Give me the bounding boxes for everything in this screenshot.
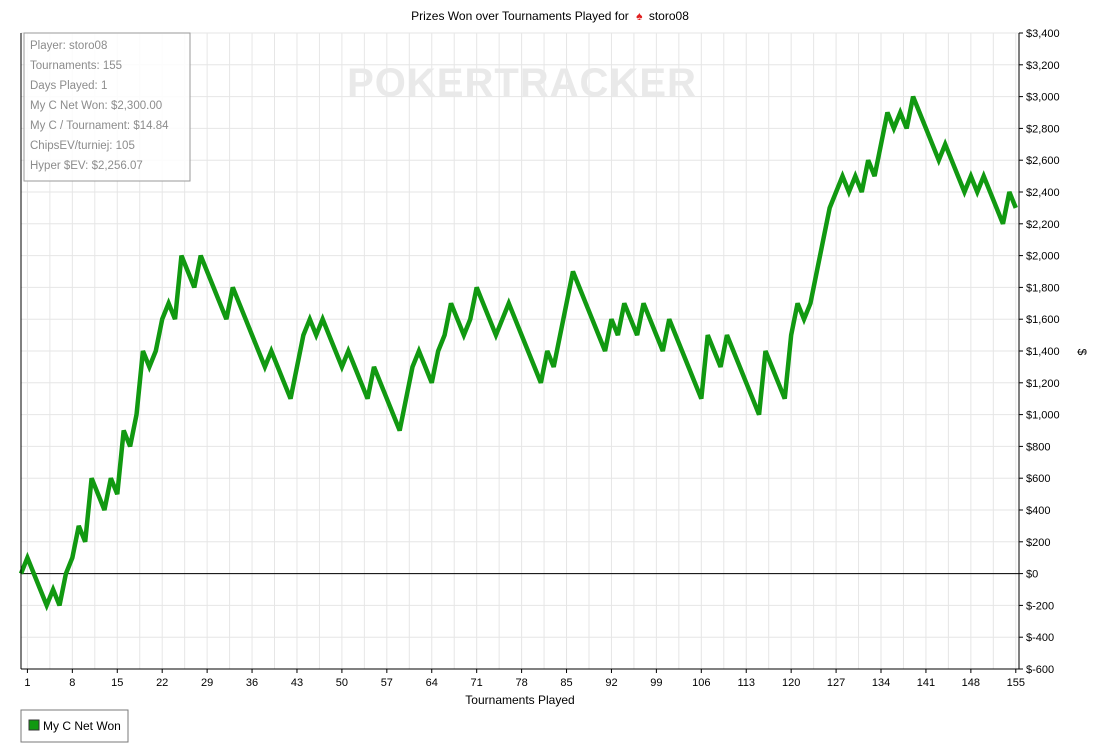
info-net-won: My C Net Won: $2,300.00 [30, 100, 162, 112]
y-tick-label: $2,400 [1026, 187, 1060, 199]
y-tick-label: $3,000 [1026, 92, 1060, 104]
x-tick-label: 113 [737, 677, 755, 689]
info-box: Player: storo08 Tournaments: 155 Days Pl… [23, 32, 191, 182]
y-tick-label: $3,200 [1026, 60, 1060, 72]
legend-swatch-icon [28, 719, 40, 731]
x-tick-label: 85 [560, 677, 572, 689]
info-per-tournament: My C / Tournament: $14.84 [30, 120, 169, 132]
y-tick-label: $1,600 [1026, 314, 1060, 326]
y-tick-label: $1,200 [1026, 378, 1060, 390]
x-tick-label: 141 [917, 677, 935, 689]
x-tick-label: 1 [24, 677, 30, 689]
y-axis-ticks: $-600 $-400 $-200 $0 $200 $400 $600 $800 $1,000 $… [1019, 28, 1060, 676]
info-days-played: Days Played: 1 [30, 80, 107, 92]
x-tick-label: 134 [872, 677, 890, 689]
x-tick-label: 71 [471, 677, 483, 689]
y-tick-label: $0 [1026, 569, 1038, 581]
info-tournaments: Tournaments: 155 [30, 60, 122, 72]
x-tick-label: 127 [827, 677, 845, 689]
y-tick-label: $-600 [1026, 664, 1054, 676]
info-chips-ev: ChipsEV/turniej: 105 [30, 140, 135, 152]
x-tick-label: 15 [111, 677, 123, 689]
series-line-0 [18, 95, 1018, 612]
y-tick-label: $400 [1026, 505, 1050, 517]
y-tick-label: $1,400 [1026, 346, 1060, 358]
x-tick-label: 148 [962, 677, 980, 689]
y-axis-label: $ [1075, 349, 1089, 356]
y-tick-label: $600 [1026, 473, 1050, 485]
x-tick-label: 106 [692, 677, 710, 689]
x-tick-label: 29 [201, 677, 213, 689]
y-tick-label: $-400 [1026, 632, 1054, 644]
x-tick-label: 22 [156, 677, 168, 689]
x-tick-label: 64 [426, 677, 438, 689]
y-tick-label: $2,000 [1026, 251, 1060, 263]
legend-label: My C Net Won [43, 719, 121, 733]
x-axis-label: Tournaments Played [465, 693, 574, 707]
x-tick-label: 92 [605, 677, 617, 689]
spade-icon: ♠ [636, 9, 643, 23]
x-tick-label: 50 [336, 677, 348, 689]
x-tick-label: 78 [515, 677, 527, 689]
y-tick-label: $2,800 [1026, 123, 1060, 135]
chart-title-prefix: Prizes Won over Tournaments Played for [411, 9, 629, 23]
info-player: Player: storo08 [30, 40, 107, 52]
x-tick-label: 120 [782, 677, 800, 689]
y-tick-label: $3,400 [1026, 28, 1060, 40]
y-tick-label: $-200 [1026, 600, 1054, 612]
watermark-logo: POKERTRACKER [347, 61, 697, 105]
x-tick-label: 36 [246, 677, 258, 689]
series-layer [18, 95, 1018, 612]
chart-title-player: storo08 [649, 9, 689, 23]
y-tick-label: $2,200 [1026, 219, 1060, 231]
y-tick-label: $800 [1026, 441, 1050, 453]
chart-title: Prizes Won over Tournaments Played for ♠… [411, 9, 689, 23]
x-tick-label: 99 [650, 677, 662, 689]
legend[interactable]: My C Net Won [20, 709, 129, 743]
y-tick-label: $2,600 [1026, 155, 1060, 167]
y-tick-label: $200 [1026, 537, 1050, 549]
x-axis-ticks: 1 8 15 22 29 36 43 50 57 64 71 78 85 92 99 106 113 120 127… [24, 669, 1025, 689]
info-hyper-sev: Hyper $EV: $2,256.07 [30, 160, 143, 172]
y-tick-label: $1,800 [1026, 282, 1060, 294]
x-tick-label: 8 [69, 677, 75, 689]
x-tick-label: 57 [381, 677, 393, 689]
y-tick-label: $1,000 [1026, 410, 1060, 422]
x-tick-label: 155 [1007, 677, 1025, 689]
x-tick-label: 43 [291, 677, 303, 689]
